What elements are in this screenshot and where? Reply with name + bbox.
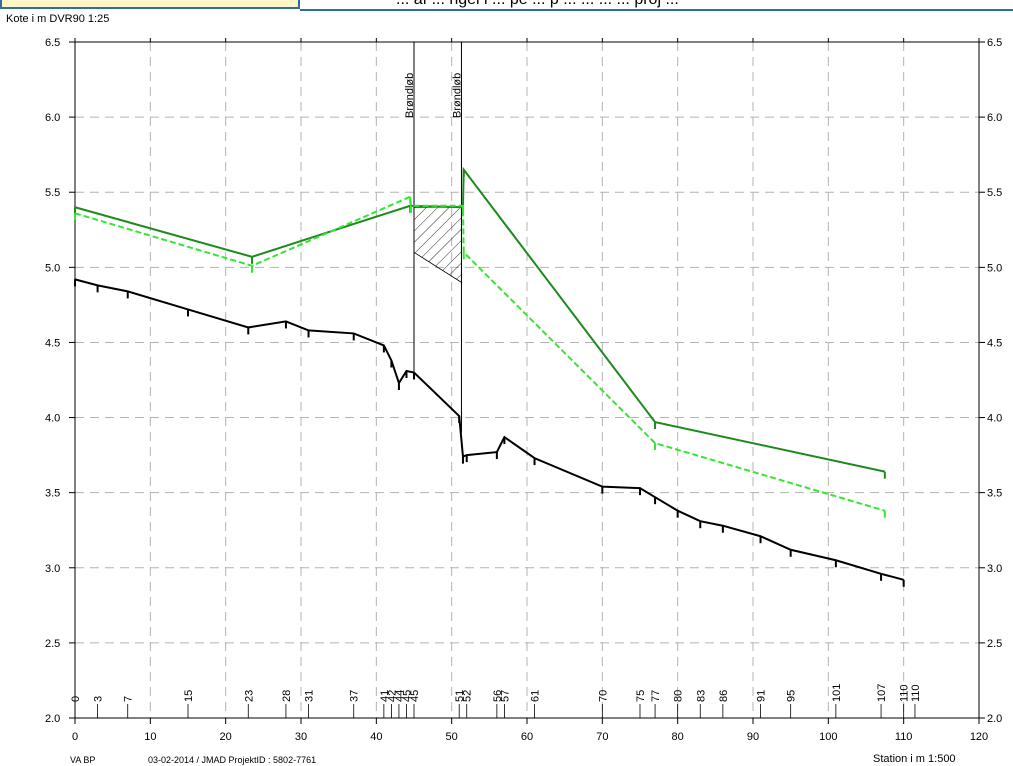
y-tick-label-right: 4.0 [987, 413, 1002, 425]
station-label: 3 [93, 696, 105, 702]
station-label: 52 [462, 690, 474, 702]
x-tick-label: 0 [72, 731, 78, 743]
station-label: 41 [379, 690, 391, 702]
x-tick-label: 10 [144, 731, 156, 743]
station-label: 51 [454, 690, 466, 702]
x-tick-label: 70 [596, 731, 608, 743]
y-tick-label-left: 4.5 [45, 337, 60, 349]
x-axis-ticks: 0 10 20 30 40 50 60 70 80 90 100 110 120 [72, 38, 988, 743]
y-axis-label: Kote i m DVR90 1:25 [6, 13, 109, 25]
x-tick-label: 30 [295, 731, 307, 743]
y-tick-label-left: 4.0 [45, 413, 60, 425]
top-banner: ... af ... ngel i ... pe ... p ... ... .… [0, 0, 1013, 12]
y-tick-label-right: 3.0 [987, 563, 1002, 575]
station-label: 107 [876, 684, 888, 702]
y-tick-label-left: 2.5 [45, 638, 60, 650]
y-tick-label-right: 3.5 [987, 488, 1002, 500]
station-label: 37 [349, 690, 361, 702]
footer-date: 03-02-2014 / JMAD ProjektID : 5802-7761 [148, 755, 316, 765]
y-tick-label-right: 5.0 [987, 262, 1002, 274]
footer-code: VA BP [70, 755, 95, 765]
station-label: 44 [394, 690, 406, 702]
series-line-light_green [74, 195, 886, 512]
banner-left-box [0, 0, 300, 9]
station-label: 101 [831, 684, 843, 702]
station-label: 0 [70, 696, 82, 702]
station-label: 95 [786, 690, 798, 702]
x-axis-label: Station i m 1:500 [873, 753, 956, 765]
series-line-terrain [74, 278, 904, 581]
y-tick-label-right: 6.5 [987, 37, 1002, 49]
station-label: 77 [650, 690, 662, 702]
x-tick-label: 110 [895, 731, 913, 743]
station-label: 23 [243, 690, 255, 702]
y-tick-label-left: 6.0 [45, 112, 60, 124]
series-line-dark_green [74, 166, 886, 473]
x-tick-label: 20 [220, 731, 232, 743]
y-tick-label-right: 4.5 [987, 337, 1002, 349]
station-label: 7 [123, 696, 135, 702]
station-label: 110 [910, 684, 922, 702]
station-label: 45 [409, 690, 421, 702]
hatched-region [413, 206, 462, 284]
station-label: 42 [386, 690, 398, 702]
hatched-area [413, 206, 462, 284]
structure-label: Brøndløb [451, 73, 463, 118]
y-tick-label-right: 6.0 [987, 112, 1002, 124]
y-tick-label-left: 5.0 [45, 262, 60, 274]
grid-lines [75, 42, 979, 718]
banner-cropped-title: ... af ... ngel i ... pe ... p ... ... .… [396, 0, 679, 9]
station-label: 91 [756, 690, 768, 702]
station-label: 31 [304, 690, 316, 702]
station-label: 75 [635, 690, 647, 702]
x-tick-label: 50 [446, 731, 458, 743]
series-lines [74, 166, 905, 587]
station-label: 110 [899, 684, 911, 702]
x-tick-label: 80 [672, 731, 684, 743]
station-label: 70 [597, 690, 609, 702]
x-tick-label: 60 [521, 731, 533, 743]
y-axis-ticks: 2.0 2.0 2.5 2.5 3.0 3.0 3.5 3.5 4.0 4.0 4.5 4.5 5.0 5… [45, 37, 1002, 725]
x-tick-label: 100 [819, 731, 837, 743]
banner-rule [300, 9, 1013, 11]
station-label: 83 [695, 690, 707, 702]
station-label: 56 [492, 690, 504, 702]
structure-label: Brøndløb [404, 73, 416, 118]
y-tick-label-left: 6.5 [45, 37, 60, 49]
structure-lines: Brøndløb Brøndløb [404, 42, 463, 433]
y-tick-label-right: 2.0 [987, 713, 1002, 725]
y-tick-label-left: 2.0 [45, 713, 60, 725]
station-label: 80 [673, 690, 685, 702]
x-tick-label: 40 [370, 731, 382, 743]
station-label: 61 [530, 690, 542, 702]
station-label: 45 [401, 690, 413, 702]
station-label: 15 [183, 690, 195, 702]
y-tick-label-right: 5.5 [987, 187, 1002, 199]
y-tick-label-left: 3.0 [45, 563, 60, 575]
y-tick-label-left: 5.5 [45, 187, 60, 199]
station-label: 28 [281, 690, 293, 702]
x-tick-label: 120 [970, 731, 988, 743]
y-tick-label-left: 3.5 [45, 488, 60, 500]
station-label: 57 [499, 690, 511, 702]
x-tick-label: 90 [747, 731, 759, 743]
station-label: 86 [718, 690, 730, 702]
y-tick-label-right: 2.5 [987, 638, 1002, 650]
